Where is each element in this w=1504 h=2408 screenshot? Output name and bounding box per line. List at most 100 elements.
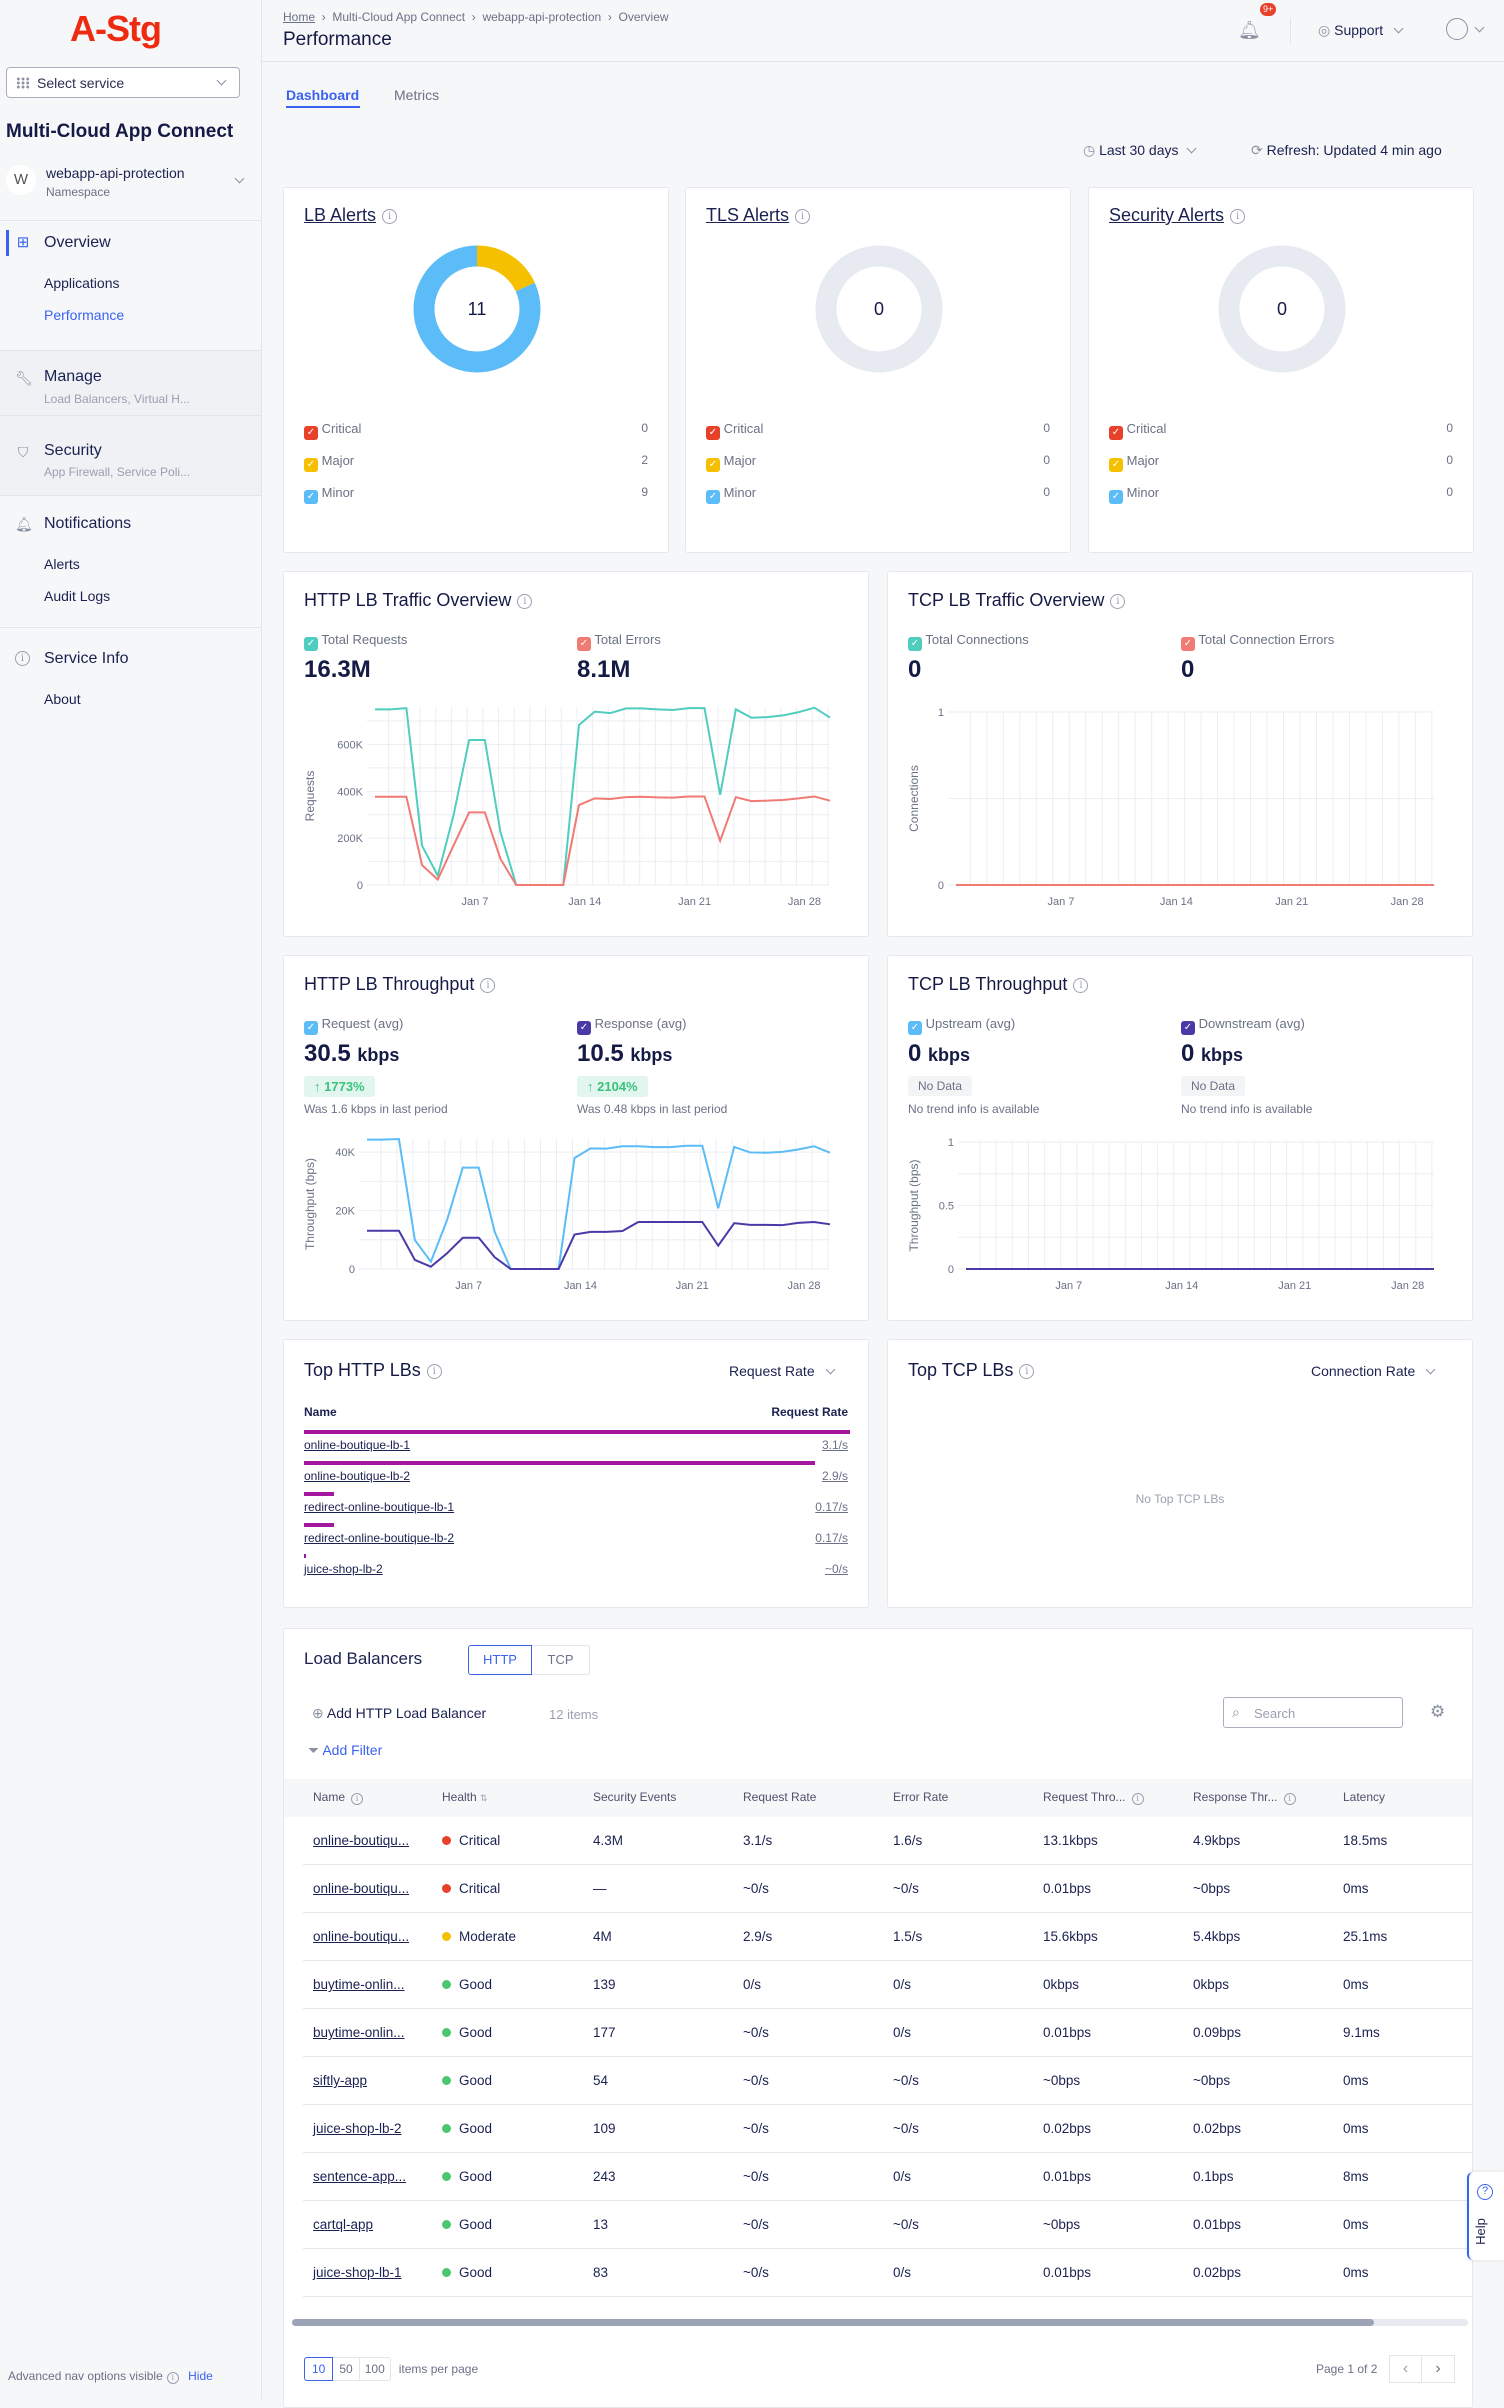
- sidebar-item-applications[interactable]: Applications: [44, 275, 120, 291]
- breadcrumb-item[interactable]: Multi-Cloud App Connect: [332, 10, 466, 24]
- top-lb-rate[interactable]: 0.17/s: [815, 1500, 848, 1514]
- time-range-dropdown[interactable]: ◷ Last 30 days: [1083, 142, 1197, 159]
- column-header[interactable]: Error Rate: [893, 1790, 948, 1804]
- top-lb-link[interactable]: online-boutique-lb-2: [304, 1469, 411, 1483]
- lb-name-link[interactable]: sentence-app...: [313, 2169, 406, 2184]
- lb-name-link[interactable]: siftly-app: [313, 2073, 367, 2088]
- search-input[interactable]: ⌕ Search: [1223, 1697, 1403, 1728]
- info-icon[interactable]: i: [1131, 1793, 1144, 1805]
- sidebar-section-security[interactable]: [0, 416, 261, 496]
- column-header[interactable]: Request Rate: [743, 1790, 816, 1804]
- metric-legend[interactable]: ✓ Total Connections: [908, 632, 1029, 651]
- top-lb-rate[interactable]: ~0/s: [824, 1562, 848, 1576]
- page-size-10[interactable]: 10: [304, 2357, 334, 2381]
- top-lb-link[interactable]: juice-shop-lb-2: [304, 1562, 383, 1576]
- top-lb-rate[interactable]: 3.1/s: [821, 1438, 848, 1452]
- metric-legend[interactable]: ✓ Total Connection Errors: [1181, 632, 1334, 651]
- sidebar-item-alerts[interactable]: Alerts: [44, 556, 80, 572]
- lb-name-link[interactable]: online-boutiqu...: [313, 1881, 409, 1896]
- column-header[interactable]: Response Thr... i: [1193, 1790, 1296, 1805]
- sidebar-item-manage[interactable]: Manage: [44, 368, 102, 385]
- legend-item-major[interactable]: ✓ Major: [1109, 453, 1159, 472]
- breadcrumb-item[interactable]: webapp-api-protection: [482, 10, 602, 24]
- toggle-tcp[interactable]: TCP: [532, 1645, 590, 1675]
- namespace-chevron-icon[interactable]: [234, 173, 245, 184]
- top-lb-rate[interactable]: 0.17/s: [815, 1531, 848, 1545]
- tab-metrics[interactable]: Metrics: [394, 87, 440, 103]
- info-icon[interactable]: i: [517, 594, 533, 609]
- refresh-button[interactable]: ⟳ Refresh: Updated 4 min ago: [1251, 142, 1442, 159]
- hide-nav-options-link[interactable]: Hide: [188, 2369, 213, 2383]
- alerts-title-link[interactable]: TLS Alerts: [706, 205, 790, 225]
- lb-name-link[interactable]: juice-shop-lb-1: [313, 2265, 402, 2280]
- page-size-50[interactable]: 50: [333, 2357, 360, 2381]
- column-header[interactable]: Name i: [313, 1790, 364, 1805]
- toggle-http[interactable]: HTTP: [468, 1645, 532, 1675]
- info-icon[interactable]: i: [426, 1364, 442, 1379]
- lb-name-link[interactable]: online-boutiqu...: [313, 1833, 409, 1848]
- column-header[interactable]: Latency: [1343, 1790, 1385, 1804]
- top-lb-link[interactable]: redirect-online-boutique-lb-1: [304, 1500, 455, 1514]
- sidebar-item-overview[interactable]: Overview: [44, 234, 111, 251]
- info-icon[interactable]: i: [795, 209, 811, 224]
- lb-name-link[interactable]: juice-shop-lb-2: [313, 2121, 402, 2136]
- tab-dashboard[interactable]: Dashboard: [286, 87, 360, 103]
- next-page-button[interactable]: ›: [1422, 2355, 1455, 2383]
- prev-page-button[interactable]: ‹: [1389, 2355, 1422, 2383]
- metric-legend[interactable]: ✓ Downstream (avg): [1181, 1016, 1305, 1035]
- metric-legend[interactable]: ✓ Total Errors: [577, 632, 661, 651]
- metric-legend[interactable]: ✓ Request (avg): [304, 1016, 403, 1035]
- column-header[interactable]: Request Thro... i: [1043, 1790, 1144, 1805]
- legend-item-minor[interactable]: ✓ Minor: [706, 485, 756, 504]
- sidebar-section-manage[interactable]: [0, 350, 261, 416]
- add-filter-button[interactable]: ⏷ Add Filter: [308, 1742, 382, 1759]
- sidebar-item-audit-logs[interactable]: Audit Logs: [44, 588, 111, 604]
- notifications-bell-icon[interactable]: 🔔︎: [1238, 20, 1261, 40]
- select-service-dropdown[interactable]: Select service: [6, 67, 240, 98]
- alerts-title-link[interactable]: LB Alerts: [304, 205, 377, 225]
- info-icon[interactable]: i: [351, 1793, 364, 1805]
- support-menu[interactable]: ◎ Support: [1318, 22, 1404, 39]
- info-icon[interactable]: i: [382, 209, 398, 224]
- breadcrumb-home[interactable]: Home: [283, 10, 316, 24]
- scrollbar-thumb[interactable]: [292, 2319, 1374, 2326]
- sidebar-item-notifications[interactable]: Notifications: [44, 515, 132, 532]
- info-icon[interactable]: i: [1073, 978, 1089, 993]
- sidebar-item-performance[interactable]: Performance: [44, 307, 125, 323]
- legend-item-critical[interactable]: ✓ Critical: [304, 421, 361, 440]
- sidebar-item-security[interactable]: Security: [44, 442, 102, 459]
- horizontal-scrollbar[interactable]: [292, 2319, 1468, 2326]
- top-lb-rate[interactable]: 2.9/s: [821, 1469, 848, 1483]
- lb-name-link[interactable]: buytime-onlin...: [313, 2025, 405, 2040]
- sort-dropdown[interactable]: Request Rate: [729, 1363, 835, 1379]
- info-icon[interactable]: i: [1019, 1364, 1035, 1379]
- metric-legend[interactable]: ✓ Total Requests: [304, 632, 407, 651]
- column-header[interactable]: Security Events: [593, 1790, 676, 1804]
- page-size-100[interactable]: 100: [359, 2357, 391, 2381]
- help-tab[interactable]: ? Help: [1467, 2172, 1504, 2260]
- user-avatar-icon[interactable]: [1446, 18, 1468, 40]
- legend-item-minor[interactable]: ✓ Minor: [1109, 485, 1159, 504]
- lb-name-link[interactable]: cartql-app: [313, 2217, 373, 2232]
- sidebar-item-about[interactable]: About: [44, 691, 81, 707]
- column-header[interactable]: Health ⇅: [442, 1790, 488, 1804]
- add-http-lb-button[interactable]: ⊕ Add HTTP Load Balancer: [312, 1705, 486, 1722]
- legend-item-minor[interactable]: ✓ Minor: [304, 485, 354, 504]
- legend-item-major[interactable]: ✓ Major: [304, 453, 354, 472]
- alerts-title-link[interactable]: Security Alerts: [1109, 205, 1225, 225]
- metric-legend[interactable]: ✓ Response (avg): [577, 1016, 686, 1035]
- top-lb-link[interactable]: redirect-online-boutique-lb-2: [304, 1531, 455, 1545]
- sort-icon[interactable]: ⇅: [480, 1793, 488, 1803]
- legend-item-major[interactable]: ✓ Major: [706, 453, 756, 472]
- info-icon[interactable]: i: [1230, 209, 1246, 224]
- legend-item-critical[interactable]: ✓ Critical: [706, 421, 763, 440]
- sort-dropdown[interactable]: Connection Rate: [1311, 1363, 1436, 1379]
- legend-item-critical[interactable]: ✓ Critical: [1109, 421, 1166, 440]
- namespace-name[interactable]: webapp-api-protection: [46, 165, 185, 181]
- info-icon[interactable]: i: [1283, 1793, 1296, 1805]
- sidebar-item-service-info[interactable]: Service Info: [44, 650, 129, 667]
- info-icon[interactable]: i: [480, 978, 496, 993]
- metric-legend[interactable]: ✓ Upstream (avg): [908, 1016, 1015, 1035]
- info-icon[interactable]: i: [1110, 594, 1126, 609]
- settings-gear-icon[interactable]: ⚙: [1430, 1702, 1446, 1721]
